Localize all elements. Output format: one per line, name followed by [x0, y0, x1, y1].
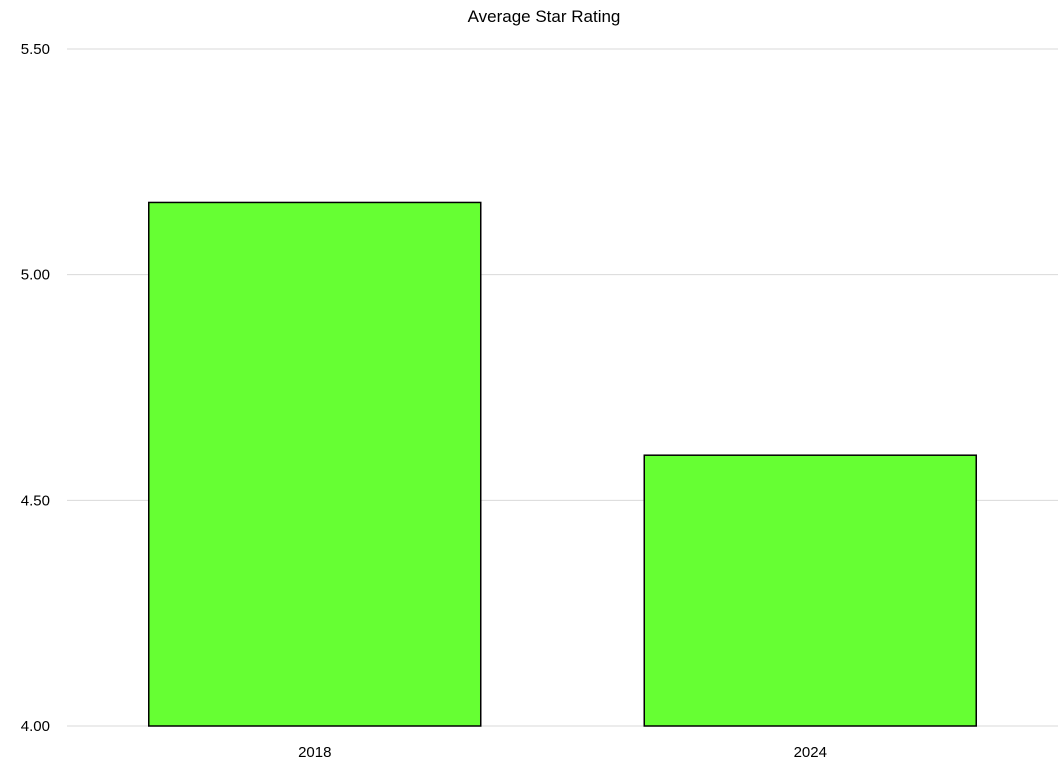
y-tick-label: 5.50 [21, 41, 50, 58]
chart-title: Average Star Rating [468, 7, 621, 26]
y-tick-label: 4.50 [21, 492, 50, 509]
x-tick-label: 2024 [794, 744, 827, 761]
bars [148, 201, 977, 727]
x-axis-ticks: 2018 2024 [298, 744, 827, 761]
y-axis-ticks: 4.00 4.50 5.00 5.50 [21, 41, 50, 735]
x-tick-label: 2018 [298, 744, 331, 761]
y-tick-label: 4.00 [21, 718, 50, 735]
bar-2018 [148, 201, 482, 727]
bar-2024 [643, 454, 977, 727]
y-tick-label: 5.00 [21, 267, 50, 284]
